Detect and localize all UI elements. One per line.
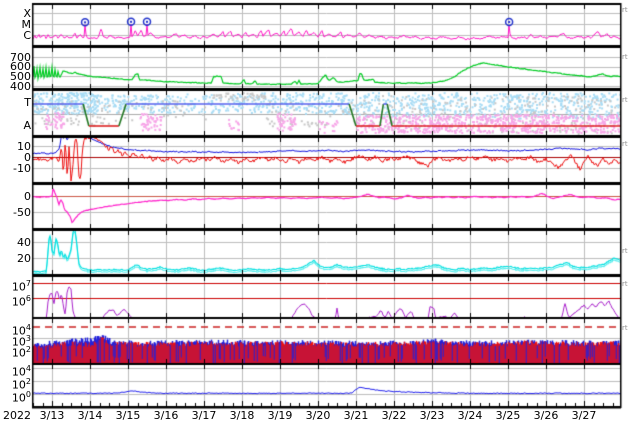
y-axis-label: 107 xyxy=(11,278,31,294)
x-axis-tick-label: 3/25 xyxy=(495,409,521,422)
x-axis-tick-label: 3/14 xyxy=(77,409,103,422)
rt-label: rt xyxy=(622,324,628,332)
rt-label: rt xyxy=(622,280,628,288)
x-axis-tick-label: 3/15 xyxy=(115,409,141,422)
y-axis-label: 600 xyxy=(10,60,31,74)
y-axis-label: T xyxy=(24,95,31,109)
y-axis-label: 106 xyxy=(11,293,31,309)
y-axis-label: 104 xyxy=(11,363,31,379)
y-axis-label: 400 xyxy=(10,79,31,93)
x-axis-tick-label: 3/22 xyxy=(381,409,407,422)
y-axis-label: 700 xyxy=(10,50,31,64)
x-axis-tick-label: 3/17 xyxy=(191,409,217,422)
y-axis-label: 40 xyxy=(17,235,31,249)
x-axis-tick-label: 3/21 xyxy=(343,409,369,422)
year-label: 2022 xyxy=(3,409,31,422)
y-axis-label: A xyxy=(23,118,31,132)
y-axis-label: X xyxy=(23,6,31,20)
x-axis-tick-label: 3/24 xyxy=(457,409,483,422)
y-axis-label: 500 xyxy=(10,69,31,83)
x-axis-tick-label: 3/27 xyxy=(571,409,597,422)
y-axis-label: 100 xyxy=(11,389,31,405)
y-axis-label: -50 xyxy=(13,205,31,219)
x-axis-tick-label: 3/20 xyxy=(305,409,331,422)
rt-label: rt xyxy=(622,96,628,104)
y-axis-label: 102 xyxy=(11,344,31,360)
x-axis-tick-label: 3/23 xyxy=(419,409,445,422)
y-axis-label: M xyxy=(21,17,32,31)
y-axis-label: 103 xyxy=(11,333,31,349)
rt-label: rt xyxy=(622,6,628,14)
rt-label: rt xyxy=(622,53,628,61)
y-axis-label: 0 xyxy=(24,189,31,203)
y-axis-label: C xyxy=(23,28,31,42)
x-axis-tick-label: 3/16 xyxy=(153,409,179,422)
x-axis-tick-label: 3/18 xyxy=(229,409,255,422)
y-axis-label: 104 xyxy=(11,322,31,338)
y-axis-label: 102 xyxy=(11,376,31,392)
x-axis-tick-label: 3/19 xyxy=(267,409,293,422)
y-axis-label: 20 xyxy=(17,251,31,265)
x-axis-tick-label: 3/26 xyxy=(533,409,559,422)
rt-label: rt xyxy=(622,140,628,148)
y-axis-label: 10 xyxy=(17,139,31,153)
x-axis-tick-label: 3/13 xyxy=(39,409,65,422)
y-axis-label: -10 xyxy=(13,161,31,175)
y-axis-label: 0 xyxy=(24,150,31,164)
rt-label: rt xyxy=(622,247,628,255)
